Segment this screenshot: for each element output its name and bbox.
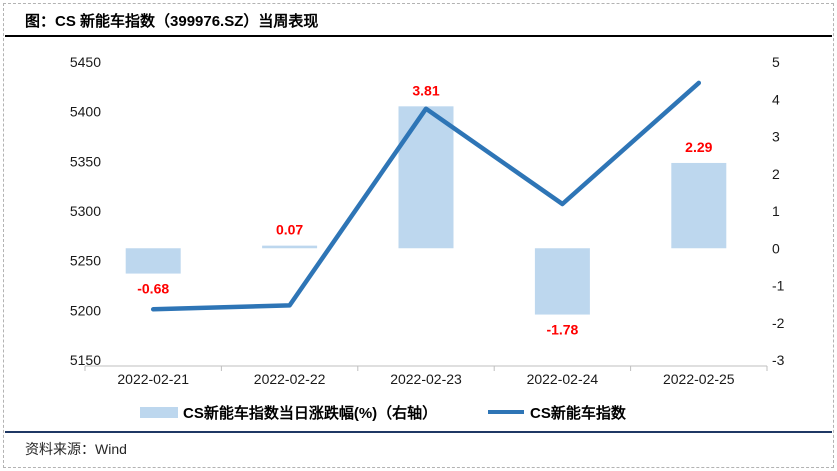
legend-item-bar-series: CS新能车指数当日涨跌幅(%)（右轴） <box>140 401 437 423</box>
right-axis-tick-label: 1 <box>772 203 780 219</box>
bar-value-label: 2.29 <box>685 139 712 155</box>
x-axis-category-label: 2022-02-25 <box>663 371 735 387</box>
x-axis-category-label: 2022-02-23 <box>390 371 462 387</box>
left-axis-tick-label: 5400 <box>70 104 101 120</box>
bar-swatch-icon <box>140 406 178 418</box>
source-note: 资料来源：Wind <box>25 439 127 459</box>
daily-change-bar <box>262 245 318 249</box>
legend-bar-label: CS新能车指数当日涨跌幅(%)（右轴） <box>183 404 438 422</box>
figure-title: 图：CS 新能车指数（399976.SZ）当周表现 <box>25 12 319 30</box>
x-axis-category-label: 2022-02-22 <box>254 371 326 387</box>
right-axis-tick-label: -2 <box>772 315 785 331</box>
bar-value-label: 3.81 <box>412 82 439 98</box>
daily-change-bar <box>671 162 727 249</box>
right-axis-tick-label: 0 <box>772 240 780 256</box>
x-axis-category-label: 2022-02-24 <box>527 371 599 387</box>
line-swatch-icon <box>488 410 524 414</box>
daily-change-bar <box>398 106 454 249</box>
source-label: 资料来源：Wind <box>25 441 127 457</box>
left-axis-tick-label: 5150 <box>70 352 101 368</box>
footer-divider <box>5 431 832 433</box>
right-axis-tick-label: 5 <box>772 54 780 70</box>
bar-value-label: -0.68 <box>137 281 169 297</box>
legend-item-line-series: CS新能车指数 <box>488 401 626 423</box>
chart-legend: CS新能车指数当日涨跌幅(%)（右轴） CS新能车指数 <box>0 401 837 423</box>
index-line <box>150 80 702 312</box>
figure-title-bar: 图：CS 新能车指数（399976.SZ）当周表现 <box>5 5 832 37</box>
legend-line-label: CS新能车指数 <box>530 404 626 422</box>
left-axis-tick-label: 5250 <box>70 253 101 269</box>
right-axis-tick-label: 3 <box>772 129 780 145</box>
daily-change-bar <box>125 248 181 274</box>
right-axis-tick-label: 2 <box>772 166 780 182</box>
daily-change-bar <box>534 248 590 315</box>
bar-value-label: 0.07 <box>276 222 303 238</box>
right-axis-tick-label: 4 <box>772 91 780 107</box>
left-axis-tick-label: 5200 <box>70 302 101 318</box>
x-axis-category-label: 2022-02-21 <box>117 371 189 387</box>
left-axis-tick-label: 5300 <box>70 203 101 219</box>
left-axis-tick-label: 5450 <box>70 54 101 70</box>
bar-value-label: -1.78 <box>546 322 578 338</box>
right-axis-tick-label: -1 <box>772 278 785 294</box>
right-axis-tick-label: -3 <box>772 352 785 368</box>
left-axis-tick-label: 5350 <box>70 153 101 169</box>
